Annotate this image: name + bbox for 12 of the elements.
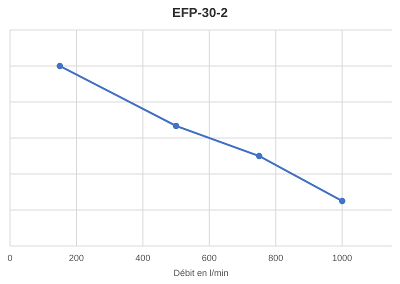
x-tick-label: 600 [202,253,217,263]
point [56,62,64,70]
x-tick-label: 800 [268,253,284,263]
x-tick-label: 1000 [332,253,352,263]
x-axis-title: Débit en l/min [173,268,229,278]
point [172,122,180,130]
x-tick-label: 400 [135,253,150,263]
point [256,152,262,160]
chart-title: EFP-30-2 [172,5,228,20]
x-tick-label: 0 [7,253,13,263]
x-tick-label: 200 [68,253,84,263]
point [338,198,346,204]
